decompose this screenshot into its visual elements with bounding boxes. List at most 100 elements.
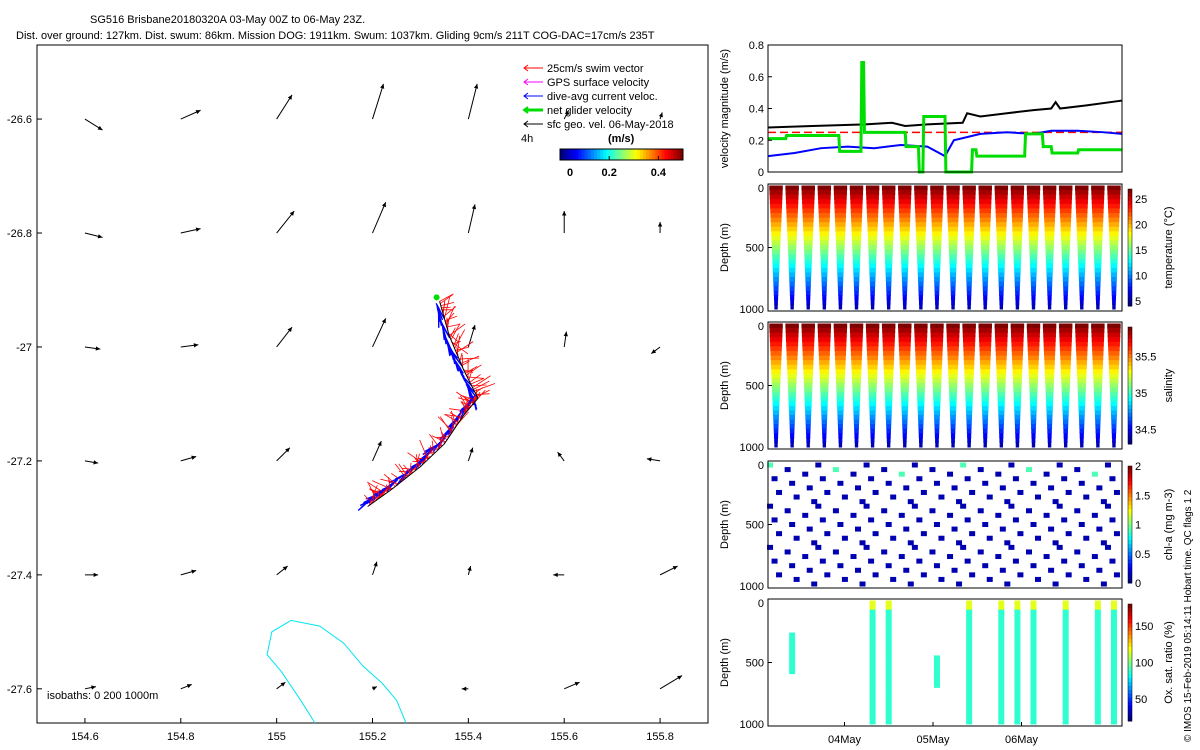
- colorbar-cell: [1128, 635, 1132, 640]
- profile-point: [789, 632, 796, 638]
- profile-point: [979, 217, 991, 223]
- profile-point: [789, 664, 796, 670]
- swim-vector: [449, 327, 456, 338]
- profile-point: [804, 267, 812, 273]
- profile-point: [1042, 185, 1057, 191]
- profile-point: [770, 355, 782, 361]
- profile-point: [1059, 332, 1073, 338]
- swim-vector: [466, 364, 482, 376]
- dac-vector: [432, 444, 439, 453]
- colorbar-cell: [1128, 623, 1132, 628]
- profile-point: [773, 286, 779, 292]
- profile-point: [899, 212, 911, 218]
- profile-point: [1030, 696, 1037, 702]
- profile-point: [997, 249, 1006, 255]
- profile-point: [789, 424, 795, 430]
- profile-point: [1047, 424, 1053, 430]
- profile-point: [818, 217, 830, 223]
- profile-point: [866, 341, 879, 347]
- profile-point: [883, 222, 894, 228]
- colorbar-tick-label: 0: [567, 167, 573, 179]
- profile-point: [869, 618, 876, 624]
- profile-point: [1027, 346, 1040, 352]
- profile-point: [870, 290, 875, 296]
- profile-point: [1013, 245, 1022, 250]
- colorbar-cell: [1128, 473, 1132, 479]
- profile-point: [1047, 442, 1052, 448]
- profile-point: [982, 272, 989, 278]
- profile-point: [1076, 360, 1087, 366]
- swim-vector: [456, 341, 474, 353]
- legend-interval: 4h: [521, 133, 533, 145]
- profile-point: [964, 364, 975, 370]
- profile-point: [1092, 350, 1104, 356]
- profile-point: [969, 572, 976, 578]
- profile-point: [1109, 231, 1119, 237]
- profile-point: [1062, 660, 1069, 665]
- profile-point: [1014, 701, 1021, 707]
- profile-point: [1062, 637, 1069, 643]
- profile-point: [1094, 660, 1101, 665]
- profile-point: [1061, 249, 1070, 255]
- profile-point: [1010, 190, 1024, 196]
- swim-vector: [439, 416, 452, 434]
- profile-point: [947, 471, 954, 477]
- profile-point: [998, 646, 1005, 652]
- profile-point: [786, 341, 799, 347]
- profile-point: [1077, 254, 1086, 260]
- profile-point: [822, 428, 827, 434]
- profile-point: [999, 290, 1004, 296]
- profile-point: [900, 254, 909, 260]
- profile-point: [1031, 433, 1036, 439]
- profile-point: [886, 295, 891, 301]
- sfc-velocity-arrow: [563, 110, 570, 120]
- profile-point: [1046, 415, 1053, 421]
- profile-point: [995, 512, 1002, 518]
- profile-point: [1092, 364, 1103, 370]
- profile-point: [1111, 415, 1117, 421]
- profile-point: [1010, 328, 1024, 334]
- ytick-label: 1000: [740, 581, 764, 593]
- profile-point: [805, 272, 812, 278]
- swim-vector: [472, 375, 491, 388]
- profile-point: [1015, 433, 1020, 439]
- profile-point: [1030, 281, 1037, 287]
- profile-point: [1043, 190, 1057, 196]
- colorbar-cell: [1128, 540, 1132, 545]
- profile-point: [1100, 581, 1107, 587]
- colorbar-cell: [578, 149, 583, 160]
- profile-point: [980, 369, 991, 375]
- profile-point: [1094, 410, 1101, 416]
- profile-point: [1063, 424, 1069, 430]
- colorbar-cell: [575, 149, 579, 160]
- profile-point: [979, 212, 991, 218]
- profile-point: [1108, 208, 1120, 214]
- profile-point: [855, 567, 861, 573]
- profile-point: [902, 437, 907, 443]
- profile-point: [851, 355, 862, 361]
- profile-point: [789, 428, 795, 434]
- profile-point: [811, 581, 818, 587]
- profile-point: [835, 378, 845, 384]
- profile-point: [1052, 581, 1059, 587]
- colorbar-cell: [658, 149, 662, 160]
- profile-point: [883, 364, 894, 370]
- dac-vector: [459, 405, 467, 419]
- colorbar-tick-label: 10: [1135, 270, 1147, 282]
- dac-vector: [363, 497, 373, 504]
- profile-point: [1110, 673, 1117, 679]
- profile-point: [869, 646, 876, 652]
- profile-point: [804, 383, 813, 388]
- profile-point: [966, 600, 973, 606]
- profile-point: [767, 503, 774, 509]
- profile-point: [1062, 258, 1070, 264]
- profile-point: [1110, 678, 1117, 684]
- profile-point: [1062, 692, 1069, 698]
- profile-point: [854, 428, 859, 434]
- profile-point: [999, 567, 1006, 573]
- colorbar-cell: [596, 149, 601, 160]
- profile-point: [934, 277, 940, 283]
- profile-point: [994, 190, 1008, 196]
- profile-point: [869, 682, 876, 688]
